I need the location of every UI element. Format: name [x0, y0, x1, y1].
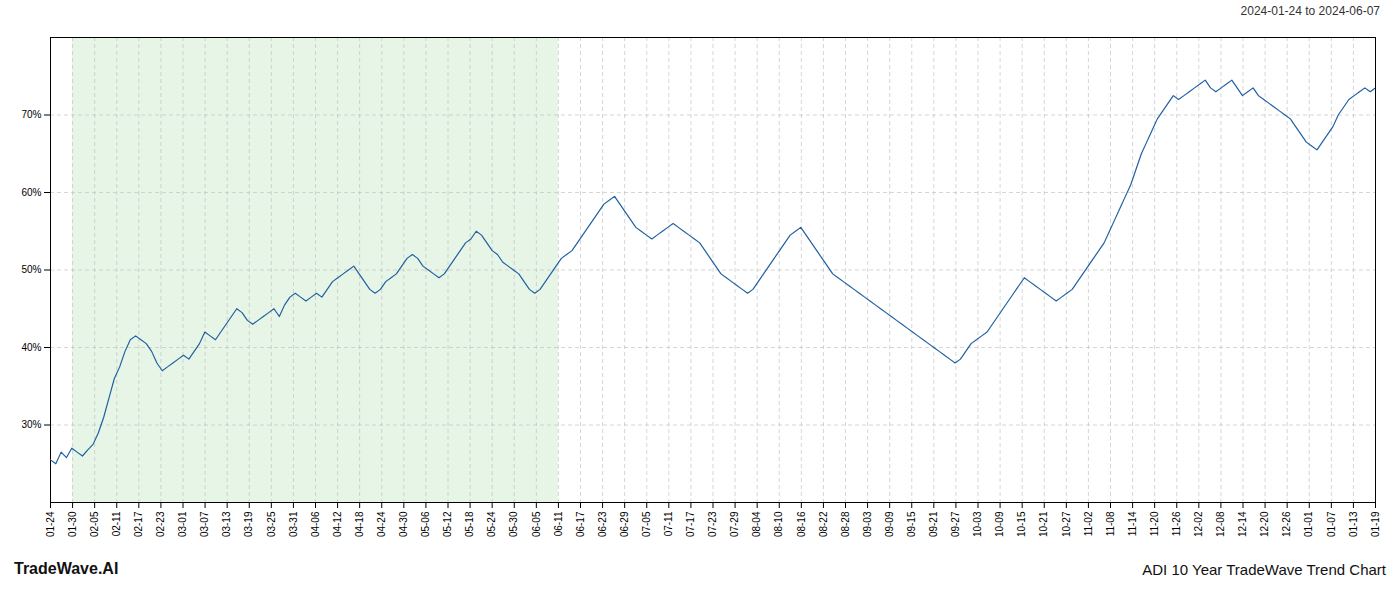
svg-text:10-09: 10-09	[994, 511, 1005, 537]
svg-text:05-24: 05-24	[486, 511, 497, 537]
svg-text:12-02: 12-02	[1193, 511, 1204, 537]
svg-text:06-29: 06-29	[619, 511, 630, 537]
svg-text:04-24: 04-24	[376, 511, 387, 537]
svg-text:07-23: 07-23	[707, 511, 718, 537]
html-text:ADI 10 Year TradeWave Trend Ch: ADI 10 Year TradeWave Trend Chart	[1142, 560, 1386, 578]
svg-text:03-01: 03-01	[177, 511, 188, 537]
svg-text:01-01: 01-01	[1303, 511, 1314, 537]
svg-text:10-15: 10-15	[1016, 511, 1027, 537]
svg-text:06-11: 06-11	[553, 511, 564, 536]
svg-text:04-12: 04-12	[332, 511, 343, 537]
svg-text:05-12: 05-12	[442, 511, 453, 537]
svg-text:10-03: 10-03	[972, 511, 983, 537]
svg-text:04-30: 04-30	[398, 511, 409, 537]
svg-text:08-10: 08-10	[773, 511, 784, 537]
svg-text:08-22: 08-22	[818, 511, 829, 537]
svg-text:12-26: 12-26	[1281, 511, 1292, 537]
svg-text:05-30: 05-30	[508, 511, 519, 537]
svg-text:40%: 40%	[21, 342, 41, 353]
svg-text:05-18: 05-18	[464, 511, 475, 537]
svg-text:01-24: 01-24	[45, 511, 56, 537]
svg-text:01-30: 01-30	[67, 511, 78, 537]
svg-text:03-19: 03-19	[243, 511, 254, 537]
svg-text:03-13: 03-13	[221, 511, 232, 537]
svg-text:06-17: 06-17	[575, 511, 586, 537]
svg-text:60%: 60%	[21, 187, 41, 198]
svg-text:03-25: 03-25	[266, 511, 277, 537]
svg-text:02-17: 02-17	[133, 511, 144, 537]
svg-text:11-02: 11-02	[1083, 511, 1094, 536]
svg-text:12-20: 12-20	[1259, 511, 1270, 537]
svg-text:10-21: 10-21	[1038, 511, 1049, 537]
svg-text:02-05: 02-05	[89, 511, 100, 537]
svg-text:30%: 30%	[21, 419, 41, 430]
svg-text:07-17: 07-17	[685, 511, 696, 537]
svg-text:08-16: 08-16	[796, 511, 807, 537]
svg-text:03-31: 03-31	[288, 511, 299, 537]
svg-text:02-23: 02-23	[155, 511, 166, 537]
svg-text:09-27: 09-27	[950, 511, 961, 537]
svg-text:09-21: 09-21	[928, 511, 939, 537]
html-text:TradeWave.AI: TradeWave.AI	[14, 560, 119, 577]
svg-text:06-05: 06-05	[531, 511, 542, 537]
svg-text:01-07: 01-07	[1326, 511, 1337, 537]
svg-text:03-07: 03-07	[199, 511, 210, 537]
html-text:2024-01-24 to 2024-06-07: 2024-01-24 to 2024-06-07	[1240, 4, 1380, 18]
svg-text:04-18: 04-18	[354, 511, 365, 537]
svg-text:07-11: 07-11	[663, 511, 674, 536]
svg-text:50%: 50%	[21, 264, 41, 275]
svg-text:04-06: 04-06	[310, 511, 321, 537]
svg-text:09-03: 09-03	[862, 511, 873, 537]
svg-text:02-11: 02-11	[111, 511, 122, 536]
svg-text:08-28: 08-28	[840, 511, 851, 537]
svg-text:08-04: 08-04	[751, 511, 762, 537]
svg-text:11-20: 11-20	[1149, 511, 1160, 536]
svg-text:11-26: 11-26	[1171, 511, 1182, 536]
svg-text:09-15: 09-15	[906, 511, 917, 537]
svg-text:10-27: 10-27	[1061, 511, 1072, 537]
svg-text:01-13: 01-13	[1348, 511, 1359, 537]
svg-text:09-09: 09-09	[884, 511, 895, 537]
svg-text:05-06: 05-06	[420, 511, 431, 537]
svg-text:12-08: 12-08	[1215, 511, 1226, 537]
svg-text:07-05: 07-05	[641, 511, 652, 537]
svg-text:12-14: 12-14	[1237, 511, 1248, 537]
svg-text:07-29: 07-29	[729, 511, 740, 537]
svg-text:01-19: 01-19	[1370, 511, 1381, 537]
svg-text:06-23: 06-23	[597, 511, 608, 537]
svg-text:11-08: 11-08	[1105, 511, 1116, 536]
svg-text:11-14: 11-14	[1127, 511, 1138, 536]
svg-text:70%: 70%	[21, 109, 41, 120]
